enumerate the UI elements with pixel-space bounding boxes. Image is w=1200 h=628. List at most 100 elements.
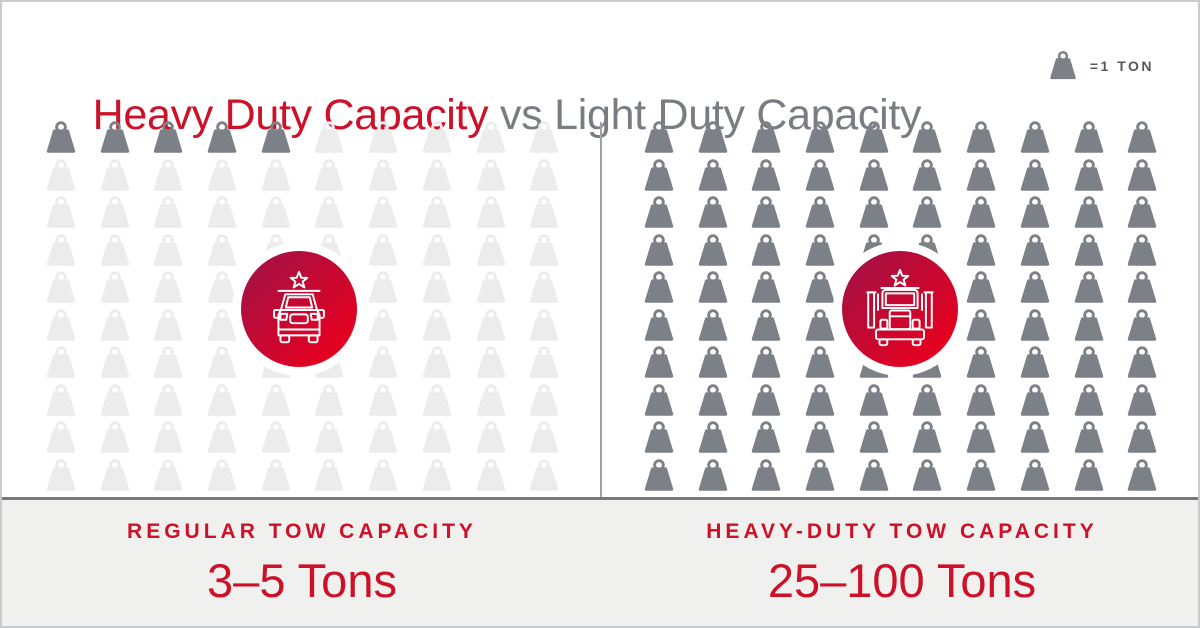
weight-icon [529,121,559,153]
weight-icon [805,121,835,153]
weight-icon [1074,158,1103,191]
weight-icon [752,196,781,228]
weight-icon [476,158,505,191]
weight-icon [913,421,942,453]
weight-icon [46,121,76,153]
weight-icon [913,121,942,153]
weight-icon [529,458,559,491]
weight-icon [913,158,942,191]
weight-icon [1074,121,1103,153]
weight-icon [752,121,781,153]
regular-capacity-label: REGULAR TOW CAPACITY [127,520,477,543]
weight-icon [1074,421,1103,453]
legend: =1 TON [1046,50,1154,81]
weight-icon [1074,458,1103,491]
weight-icon [368,346,398,378]
weight-icon [154,121,183,153]
weight-icon [100,158,129,191]
weight-icon [698,233,727,266]
weight-icon [315,458,344,491]
weight-icon [422,271,452,303]
weight-icon [913,458,942,491]
weight-icon [100,196,129,228]
weight-icon [368,383,398,416]
weight-icon [644,158,674,191]
weight-icon [752,158,781,191]
weight-icon [529,158,559,191]
weight-icon [368,196,398,228]
weight-icon [805,346,835,378]
weight-icon [966,233,996,266]
weight-icon [1127,308,1157,341]
weight-icon [644,271,674,303]
weight-icon [154,346,183,378]
weight-icon [46,458,76,491]
weight-icon [422,421,452,453]
title-heavy-duty: Heavy Duty Capacity [92,91,489,139]
weight-icon [644,458,674,491]
weight-icon [752,383,781,416]
weight-icon [529,233,559,266]
weight-icon [698,271,727,303]
weight-icon [859,383,889,416]
weight-icon [476,233,505,266]
weight-icon [1020,346,1050,378]
weight-icon [476,346,505,378]
weight-icon [529,308,559,341]
weight-icon [207,121,237,153]
weight-icon [1020,308,1050,341]
weight-icon [207,196,237,228]
weight-icon [422,346,452,378]
weight-icon [913,196,942,228]
weight-icon [1127,196,1157,228]
weight-icon [315,421,344,453]
weight-icon [1127,158,1157,191]
weight-icon [46,383,76,416]
weight-icon [207,421,237,453]
weight-icon [46,421,76,453]
weight-icon [315,158,344,191]
weight-icon [368,458,398,491]
weight-icon [752,421,781,453]
weight-icon [805,196,835,228]
weight-icon [1074,271,1103,303]
weight-icon [100,346,129,378]
weight-icon [966,383,996,416]
heavy-duty-capacity-panel: HEAVY-DUTY TOW CAPACITY 25–100 Tons [602,500,1198,626]
weight-icon [476,421,505,453]
weight-icon [422,308,452,341]
weight-icon [154,421,183,453]
weight-icon [966,308,996,341]
weight-icon [422,233,452,266]
weight-icon [529,271,559,303]
weight-icon [315,383,344,416]
weight-icon [966,271,996,303]
weight-icon [476,271,505,303]
weight-icon [966,158,996,191]
weight-icon [100,383,129,416]
weight-icon [644,383,674,416]
weight-icon [1020,158,1050,191]
heavy-duty-capacity-value: 25–100 Tons [767,554,1037,607]
weight-icon [422,383,452,416]
weight-icon [805,421,835,453]
horizontal-rule [2,497,1198,500]
weight-icon [1127,121,1157,153]
weight-icon [100,421,129,453]
weight-icon [644,346,674,378]
weight-icon [422,121,452,153]
weight-icon [261,158,291,191]
weight-icon [1020,121,1050,153]
weight-icon [529,196,559,228]
weight-icon [1127,458,1157,491]
weight-icon [46,158,76,191]
weight-icon [315,196,344,228]
weight-icon [966,121,996,153]
weight-icon [859,121,889,153]
weight-icon [1127,421,1157,453]
weight-icon [966,458,996,491]
weight-icon [422,196,452,228]
weight-icon [752,271,781,303]
weight-icon [100,121,129,153]
weight-icon [154,233,183,266]
